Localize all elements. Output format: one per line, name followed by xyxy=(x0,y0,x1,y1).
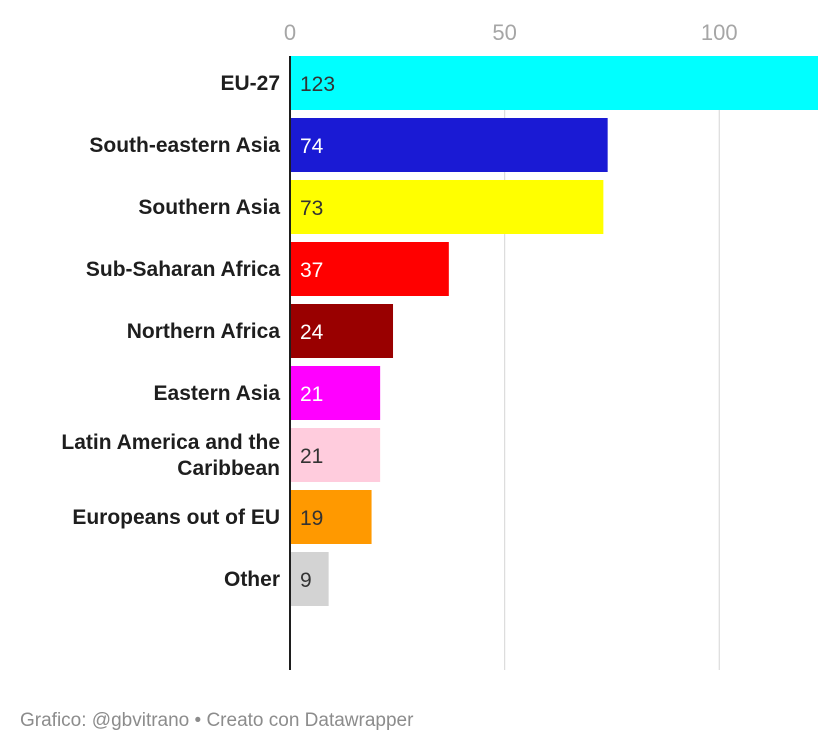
value-label-northern-africa: 24 xyxy=(300,321,324,344)
category-label-latin-america-and-the-caribbean: Latin America and the Caribbean xyxy=(61,431,280,480)
value-label-other: 9 xyxy=(300,569,312,592)
category-label-eastern-asia: Eastern Asia xyxy=(154,382,281,405)
bar-other xyxy=(290,552,329,606)
chart-footer: Grafico: @gbvitrano • Creato con Datawra… xyxy=(20,710,414,731)
category-label-sub-saharan-africa: Sub-Saharan Africa xyxy=(86,258,280,281)
category-label-northern-africa: Northern Africa xyxy=(127,320,281,343)
bar-europeans-out-of-eu xyxy=(290,490,372,544)
bar-eu-27 xyxy=(290,56,818,110)
value-label-south-eastern-asia: 74 xyxy=(300,135,324,158)
category-label-southern-asia: Southern Asia xyxy=(138,196,280,219)
bar-southern-asia xyxy=(290,180,604,234)
x-tick-label-50: 50 xyxy=(492,20,516,45)
bar-chart: EU-27 South-eastern Asia Southern Asia Sub-… xyxy=(61,20,818,670)
value-label-eu-27: 123 xyxy=(300,73,335,96)
category-label-other: Other xyxy=(224,568,280,591)
value-labels: 123 74 73 37 24 21 21 19 9 xyxy=(300,73,335,592)
value-label-eastern-asia: 21 xyxy=(300,383,323,406)
x-tick-label-0: 0 xyxy=(284,20,296,45)
bar-south-eastern-asia xyxy=(290,118,608,172)
category-label-europeans-out-of-eu: Europeans out of EU xyxy=(72,506,280,529)
value-label-sub-saharan-africa: 37 xyxy=(300,259,323,282)
category-labels: EU-27 South-eastern Asia Southern Asia Sub-… xyxy=(61,72,280,591)
value-label-southern-asia: 73 xyxy=(300,197,323,220)
category-label-eu-27: EU-27 xyxy=(220,72,280,95)
category-label-south-eastern-asia: South-eastern Asia xyxy=(89,134,280,157)
value-label-europeans-out-of-eu: 19 xyxy=(300,507,323,530)
bar-latin-america-and-the-caribbean xyxy=(290,428,381,482)
value-label-latin-america-and-the-caribbean: 21 xyxy=(300,445,323,468)
bar-eastern-asia xyxy=(290,366,381,420)
x-tick-label-100: 100 xyxy=(701,20,738,45)
axis-tick-labels: 0 50 100 xyxy=(284,20,738,45)
bar-sub-saharan-africa xyxy=(290,242,449,296)
bar-northern-africa xyxy=(290,304,394,358)
bars xyxy=(290,56,818,606)
